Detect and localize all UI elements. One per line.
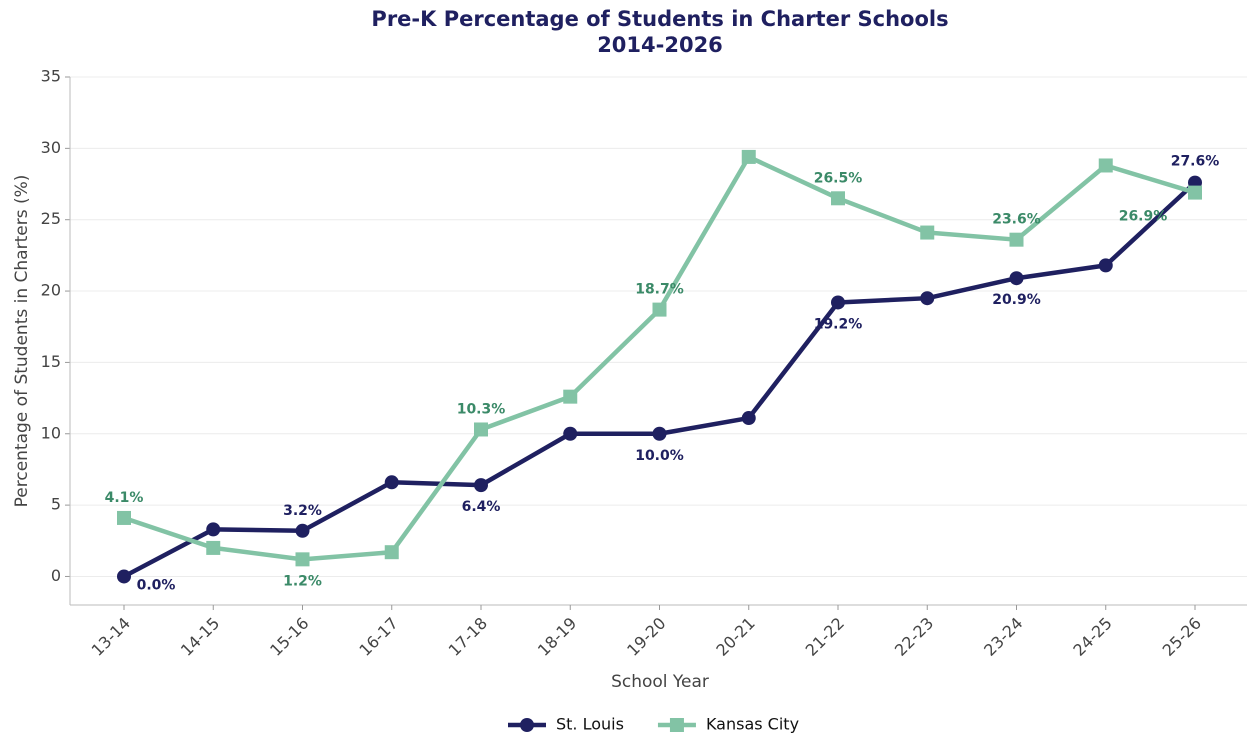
y-tick-label: 30	[41, 138, 61, 157]
marker	[206, 522, 221, 537]
y-axis-label: Percentage of Students in Charters (%)	[12, 175, 32, 508]
marker	[295, 523, 310, 538]
data-label: 10.3%	[457, 401, 506, 417]
legend-label: St. Louis	[556, 715, 624, 734]
marker	[474, 422, 488, 437]
x-tick-label: 15-16	[266, 614, 312, 660]
marker	[1188, 185, 1202, 200]
data-label: 19.2%	[814, 316, 863, 332]
marker	[831, 191, 845, 206]
data-label: 4.1%	[105, 490, 144, 506]
x-tick-label: 22-23	[891, 614, 937, 660]
marker	[563, 426, 578, 441]
data-label: 26.9%	[1119, 209, 1168, 225]
y-tick-label: 15	[41, 352, 61, 371]
x-tick-label: 20-21	[712, 614, 758, 660]
marker	[474, 478, 488, 493]
y-tick-label: 10	[41, 423, 61, 442]
data-label: 6.4%	[462, 499, 501, 515]
marker	[563, 389, 578, 404]
marker	[117, 510, 131, 525]
y-tick-label: 20	[41, 281, 61, 300]
x-tick-label: 23-24	[980, 614, 1026, 660]
data-label: 10.0%	[635, 448, 684, 464]
chart-title: Pre-K Percentage of Students in Charter …	[371, 7, 948, 31]
data-label: 1.2%	[283, 573, 322, 589]
marker	[652, 302, 667, 317]
marker	[1009, 271, 1024, 286]
marker	[920, 291, 935, 306]
marker	[920, 225, 935, 240]
y-tick-label: 0	[51, 566, 61, 585]
data-label: 23.6%	[992, 212, 1041, 228]
marker	[741, 411, 756, 426]
x-tick-label: 13-14	[88, 614, 134, 660]
marker	[117, 569, 131, 584]
marker	[206, 540, 221, 555]
marker	[384, 545, 399, 560]
x-tick-label: 14-15	[177, 614, 223, 660]
marker	[831, 295, 845, 310]
legend-marker	[520, 718, 534, 732]
marker	[1098, 158, 1113, 173]
data-label: 0.0%	[137, 577, 176, 593]
data-label: 26.5%	[814, 170, 863, 186]
y-tick-label: 25	[41, 209, 61, 228]
data-label: 20.9%	[992, 292, 1041, 308]
marker	[652, 426, 667, 441]
data-label: 3.2%	[283, 503, 322, 519]
data-label: 18.7%	[635, 282, 684, 298]
x-tick-label: 16-17	[355, 614, 401, 660]
x-tick-label: 25-26	[1159, 614, 1205, 660]
marker	[1098, 258, 1113, 273]
marker	[741, 149, 756, 164]
x-tick-label: 24-25	[1069, 614, 1115, 660]
marker	[295, 552, 310, 567]
x-tick-label: 21-22	[802, 614, 848, 660]
x-tick-label: 18-19	[534, 614, 580, 660]
x-tick-label: 17-18	[445, 614, 491, 660]
y-tick-label: 5	[51, 495, 61, 514]
marker	[1009, 232, 1024, 247]
data-label: 27.6%	[1171, 154, 1220, 170]
legend-marker	[669, 718, 684, 732]
marker	[384, 475, 399, 490]
chart-subtitle: 2014-2026	[597, 33, 723, 57]
x-tick-label: 19-20	[623, 614, 669, 660]
legend-label: Kansas City	[706, 715, 799, 734]
x-axis-label: School Year	[611, 672, 709, 692]
y-tick-label: 35	[41, 67, 61, 86]
